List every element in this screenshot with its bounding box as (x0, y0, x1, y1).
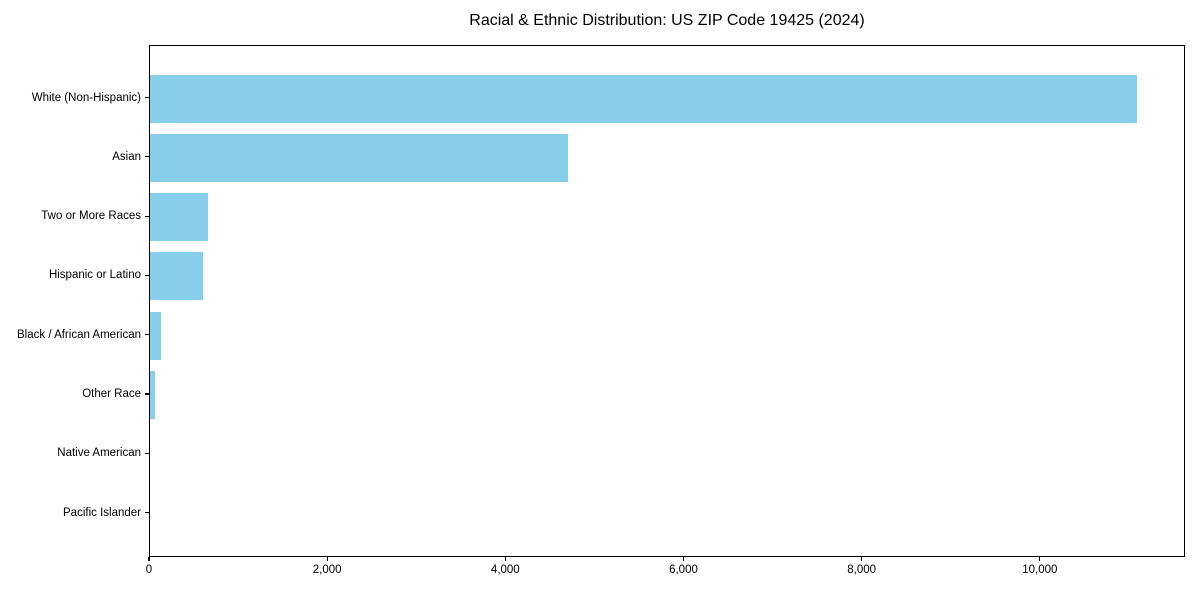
bar-hispanic-or-latino (150, 252, 204, 301)
bar-two-or-more-races (150, 193, 208, 242)
x-tick-mark (326, 557, 328, 561)
x-tick-mark (504, 557, 506, 561)
x-tick-label: 10,000 (1022, 564, 1058, 576)
y-tick-mark (145, 156, 149, 158)
y-tick-mark (145, 452, 149, 454)
y-tick-label: Other Race (82, 388, 141, 400)
x-tick-mark (682, 557, 685, 561)
y-tick-label: Hispanic or Latino (48, 269, 141, 282)
y-tick-label: White (Non-Hispanic) (31, 91, 141, 104)
bar-black-african-american (150, 311, 161, 360)
y-tick-mark (145, 393, 149, 395)
bar-other-race (150, 371, 155, 419)
x-tick-label: 8,000 (847, 564, 877, 576)
y-tick-mark (145, 334, 149, 336)
x-tick-label: 4,000 (490, 564, 520, 576)
bar-asian (150, 133, 568, 182)
y-tick-mark (145, 215, 149, 217)
x-tick-mark (861, 557, 863, 561)
y-tick-label: Two or More Races (41, 210, 141, 223)
x-tick-label: 6,000 (669, 564, 698, 576)
y-tick-label: Pacific Islander (63, 506, 141, 519)
y-tick-mark (145, 96, 149, 99)
y-tick-mark (145, 274, 149, 276)
y-tick-label: Native American (57, 447, 141, 460)
y-tick-label: Asian (112, 150, 141, 163)
x-tick-mark (1039, 557, 1041, 561)
plot-area (149, 45, 1185, 557)
x-tick-label: 2,000 (312, 564, 342, 576)
y-tick-mark (145, 512, 149, 514)
bar-white-non-hispanic (150, 74, 1137, 123)
x-tick-mark (148, 557, 150, 561)
y-tick-label: Black / African American (17, 328, 141, 341)
chart-title: Racial & Ethnic Distribution: US ZIP Cod… (469, 12, 865, 29)
x-tick-label: 0 (145, 564, 153, 576)
